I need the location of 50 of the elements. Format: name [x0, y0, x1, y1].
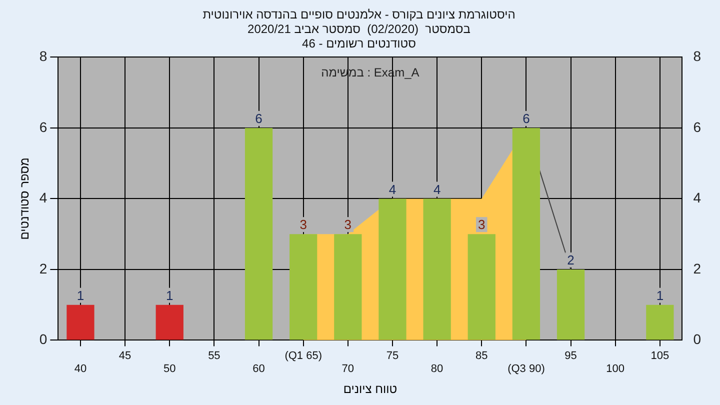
y-tick-label: 6 — [39, 118, 48, 135]
data-label: 3 — [344, 217, 352, 232]
y2-tick-label: 6 — [693, 118, 702, 135]
bar — [423, 198, 451, 340]
x-tick-label: 55 — [208, 350, 220, 362]
x-tick-label: 60 — [252, 363, 265, 376]
bar — [244, 128, 273, 340]
x-tick-label: (Q3 90) — [508, 363, 545, 376]
data-label: 1 — [76, 288, 84, 303]
y2-tick-label: 4 — [693, 190, 702, 206]
y-tick-label: 8 — [39, 48, 48, 64]
bar — [378, 198, 406, 340]
data-label: 4 — [388, 182, 396, 197]
y-tick-label: 4 — [39, 190, 48, 206]
bar — [156, 304, 184, 340]
x-axis-title: טווח ציונים — [343, 382, 398, 396]
data-label: 1 — [166, 288, 174, 303]
data-label: 2 — [567, 252, 574, 268]
bar — [556, 269, 585, 340]
data-label: 6 — [255, 111, 262, 126]
x-tick-label: 80 — [430, 363, 444, 376]
y2-tick-label: 8 — [693, 48, 702, 64]
x-tick-label: 45 — [118, 350, 132, 362]
x-tick-label: (Q1 65) — [284, 350, 322, 362]
x-tick-label: 75 — [386, 350, 399, 362]
data-label: 3 — [478, 217, 486, 232]
bar — [468, 234, 496, 340]
y-tick-label: 0 — [39, 331, 48, 348]
bar — [512, 128, 540, 340]
data-label: 3 — [300, 217, 307, 232]
data-label: 1 — [656, 288, 664, 303]
x-tick-label: 105 — [650, 350, 670, 362]
chart-subtitle: בסמסטר (02/2020) סמסטר אביב 2020/21 סטודנטים רשומים - 46 — [248, 22, 470, 50]
y-tick-label: 2 — [39, 260, 48, 276]
x-tick-label: 85 — [476, 350, 488, 362]
bar — [334, 234, 362, 340]
y2-tick-label: 0 — [693, 331, 702, 348]
chart-title: היסטוגרמת ציונים בקורס - אלמנטים סופיים בהנדסה אוירונוטית — [202, 8, 516, 22]
data-label: 6 — [522, 111, 530, 126]
y-axis-title: מספר סטודנטים — [18, 158, 32, 240]
y2-tick-label: 2 — [693, 260, 702, 276]
bar — [66, 304, 94, 340]
x-tick-label: 40 — [74, 363, 87, 376]
x-tick-label: 100 — [606, 363, 625, 376]
data-label: 4 — [433, 182, 441, 197]
x-tick-label: 70 — [342, 363, 354, 376]
bar — [290, 234, 318, 340]
x-tick-label: 95 — [564, 350, 577, 362]
x-tick-label: 50 — [163, 363, 176, 376]
bar — [646, 304, 674, 340]
